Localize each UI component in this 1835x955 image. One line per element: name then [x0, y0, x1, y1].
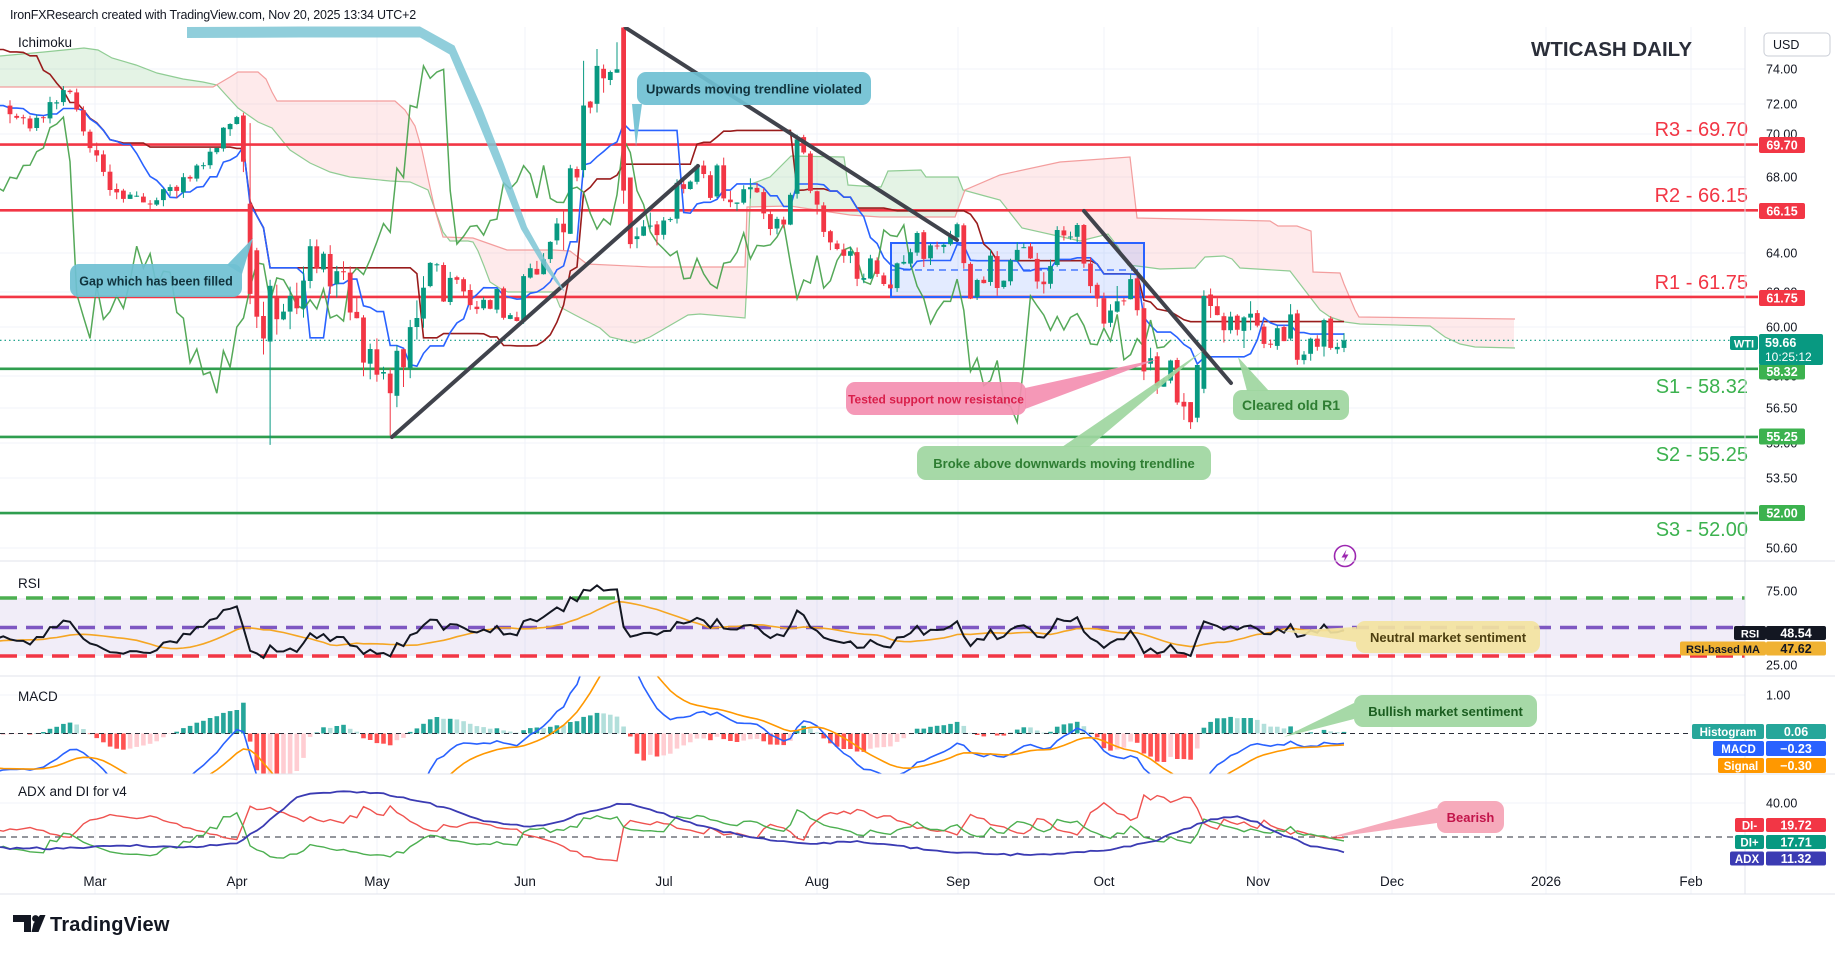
svg-text:TradingView: TradingView: [50, 914, 170, 936]
svg-text:72.00: 72.00: [1766, 98, 1797, 112]
svg-text:May: May: [364, 874, 390, 889]
svg-text:Broke above downwards moving t: Broke above downwards moving trendline: [933, 456, 1195, 471]
svg-text:Sep: Sep: [946, 874, 970, 889]
svg-text:Oct: Oct: [1093, 874, 1114, 889]
svg-text:50.60: 50.60: [1766, 542, 1797, 556]
svg-text:Apr: Apr: [226, 874, 248, 889]
svg-text:Aug: Aug: [805, 874, 829, 889]
svg-text:Nov: Nov: [1246, 874, 1270, 889]
svg-text:RSI: RSI: [1741, 628, 1759, 640]
svg-text:ADX and DI for v4: ADX and DI for v4: [18, 784, 127, 799]
svg-text:1.00: 1.00: [1766, 689, 1790, 703]
svg-text:Histogram: Histogram: [1700, 727, 1757, 739]
svg-text:55.25: 55.25: [1766, 430, 1797, 444]
svg-text:58.32: 58.32: [1766, 365, 1797, 379]
svg-text:61.75: 61.75: [1766, 291, 1797, 305]
svg-text:47.62: 47.62: [1780, 642, 1811, 656]
svg-text:WTICASH DAILY: WTICASH DAILY: [1531, 38, 1692, 61]
svg-text:11.32: 11.32: [1781, 852, 1812, 866]
svg-text:DI-: DI-: [1742, 820, 1758, 832]
svg-text:RSI-based MA: RSI-based MA: [1686, 644, 1760, 656]
svg-text:52.00: 52.00: [1766, 506, 1797, 520]
svg-text:48.54: 48.54: [1780, 626, 1811, 640]
svg-text:53.50: 53.50: [1766, 472, 1797, 486]
svg-text:Neutral market sentiment: Neutral market sentiment: [1370, 630, 1527, 645]
svg-text:S2 - 55.25: S2 - 55.25: [1656, 444, 1748, 466]
svg-text:Bullish market sentiment: Bullish market sentiment: [1368, 704, 1523, 719]
svg-text:75.00: 75.00: [1766, 585, 1797, 599]
svg-text:Tested support now resistance: Tested support now resistance: [848, 393, 1024, 407]
svg-text:Ichimoku: Ichimoku: [18, 35, 72, 50]
svg-text:MACD: MACD: [18, 689, 58, 704]
svg-text:RSI: RSI: [18, 576, 41, 591]
svg-text:10:25:12: 10:25:12: [1765, 350, 1812, 364]
svg-text:Jul: Jul: [655, 874, 672, 889]
svg-text:Bearish: Bearish: [1447, 810, 1495, 825]
svg-text:Mar: Mar: [83, 874, 107, 889]
svg-text:S3 - 52.00: S3 - 52.00: [1656, 519, 1748, 541]
svg-text:Signal: Signal: [1724, 761, 1759, 773]
svg-text:40.00: 40.00: [1766, 797, 1797, 811]
svg-text:Cleared old R1: Cleared old R1: [1242, 397, 1340, 413]
svg-text:ADX: ADX: [1735, 854, 1760, 866]
svg-text:−0.30: −0.30: [1780, 759, 1812, 773]
svg-text:60.00: 60.00: [1766, 321, 1797, 335]
svg-text:69.70: 69.70: [1766, 138, 1797, 152]
svg-text:USD: USD: [1773, 38, 1799, 52]
svg-text:2026: 2026: [1531, 874, 1561, 889]
svg-text:Dec: Dec: [1380, 874, 1404, 889]
svg-text:Upwards moving trendline viola: Upwards moving trendline violated: [646, 82, 862, 97]
svg-text:68.00: 68.00: [1766, 171, 1797, 185]
svg-text:74.00: 74.00: [1766, 63, 1797, 77]
svg-text:64.00: 64.00: [1766, 247, 1797, 261]
svg-text:IronFXResearch created with Tr: IronFXResearch created with TradingView.…: [10, 8, 416, 22]
svg-text:Jun: Jun: [514, 874, 536, 889]
svg-text:MACD: MACD: [1721, 744, 1756, 756]
svg-text:−0.23: −0.23: [1780, 742, 1812, 756]
svg-text:66.15: 66.15: [1766, 204, 1797, 218]
svg-text:R2 - 66.15: R2 - 66.15: [1655, 185, 1748, 207]
svg-text:17.71: 17.71: [1780, 835, 1811, 849]
svg-text:DI+: DI+: [1740, 837, 1759, 849]
svg-text:25.00: 25.00: [1766, 659, 1797, 673]
svg-text:Feb: Feb: [1679, 874, 1702, 889]
svg-text:56.50: 56.50: [1766, 402, 1797, 416]
svg-text:Gap which has been filled: Gap which has been filled: [79, 275, 233, 289]
svg-text:59.66: 59.66: [1765, 336, 1796, 350]
svg-text:WTI: WTI: [1734, 338, 1754, 350]
svg-text:19.72: 19.72: [1780, 818, 1811, 832]
svg-text:R1 - 61.75: R1 - 61.75: [1655, 272, 1748, 294]
svg-text:S1 - 58.32: S1 - 58.32: [1656, 376, 1748, 398]
svg-text:0.06: 0.06: [1784, 725, 1808, 739]
svg-text:R3 - 69.70: R3 - 69.70: [1655, 119, 1748, 141]
